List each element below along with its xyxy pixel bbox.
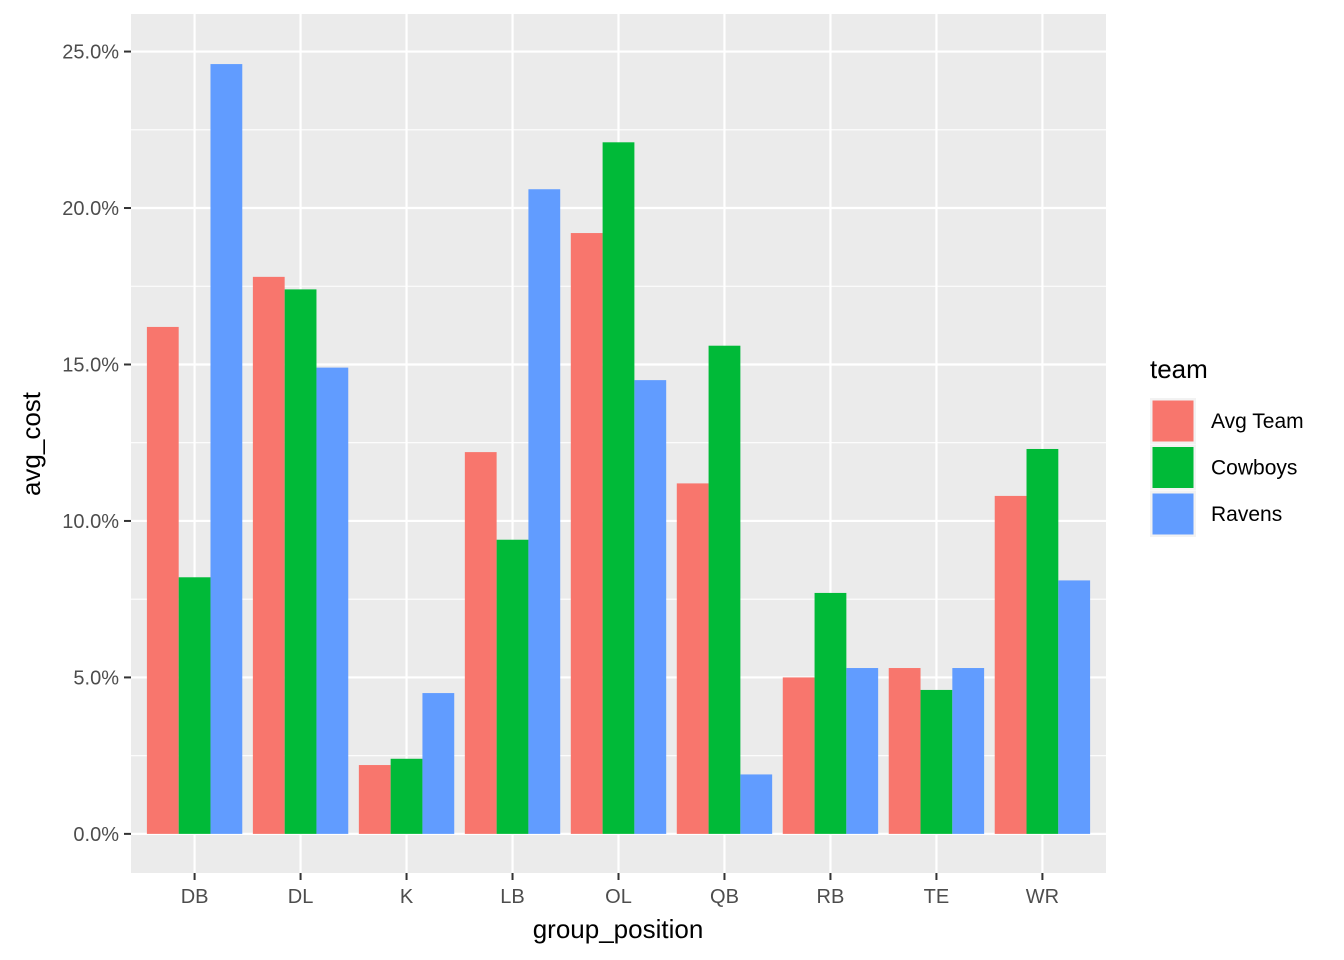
bar-ravens-db xyxy=(210,64,243,834)
bar-cowboys-k xyxy=(390,758,423,834)
bar-ravens-dl xyxy=(316,367,349,834)
bar-cowboys-wr xyxy=(1026,448,1059,834)
bar-ravens-wr xyxy=(1058,580,1091,834)
y-tick-label: 20.0% xyxy=(62,198,119,220)
bar-cowboys-db xyxy=(178,577,211,834)
bars xyxy=(146,64,1091,834)
bar-cowboys-lb xyxy=(496,539,529,834)
bar-ravens-k xyxy=(422,693,455,834)
x-axis: DB DL K LB OL QB RB TE WR xyxy=(181,873,1059,908)
y-tick-label: 10.0% xyxy=(62,511,119,533)
legend-swatch xyxy=(1152,493,1194,535)
legend-swatch xyxy=(1152,447,1194,488)
legend-title: team xyxy=(1150,354,1208,384)
x-tick-label: OL xyxy=(605,886,632,908)
x-tick-label: K xyxy=(400,886,414,908)
x-axis-title: group_position xyxy=(533,914,704,944)
bar-cowboys-ol xyxy=(602,142,635,834)
bar-avg-team-ol xyxy=(570,233,603,834)
legend: team Avg Team Cowboys Ravens xyxy=(1150,354,1304,537)
bar-avg-team-db xyxy=(146,326,179,834)
x-tick-label: DL xyxy=(288,886,314,908)
x-tick-label: WR xyxy=(1026,886,1059,908)
bar-cowboys-qb xyxy=(708,345,741,834)
legend-label: Ravens xyxy=(1211,503,1282,526)
bar-avg-team-dl xyxy=(252,276,285,834)
bar-avg-team-k xyxy=(358,765,391,834)
x-tick-label: LB xyxy=(500,886,524,908)
y-tick-label: 0.0% xyxy=(73,824,119,846)
x-tick-label: RB xyxy=(817,886,845,908)
legend-label: Cowboys xyxy=(1211,457,1297,480)
bar-ravens-lb xyxy=(528,189,561,834)
bar-cowboys-te xyxy=(920,689,953,834)
bar-cowboys-rb xyxy=(814,592,847,834)
bar-avg-team-lb xyxy=(464,452,497,834)
legend-label: Avg Team xyxy=(1211,410,1304,433)
bar-cowboys-dl xyxy=(284,289,317,834)
bar-avg-team-rb xyxy=(782,677,815,834)
x-tick-label: TE xyxy=(924,886,950,908)
legend-swatch xyxy=(1152,400,1194,442)
bar-ravens-te xyxy=(952,668,985,834)
bar-avg-team-qb xyxy=(676,483,709,834)
y-axis-title: avg_cost xyxy=(16,391,46,496)
y-tick-label: 5.0% xyxy=(73,667,119,689)
x-tick-label: DB xyxy=(181,886,209,908)
bar-avg-team-te xyxy=(888,668,921,834)
x-tick-label: QB xyxy=(710,886,739,908)
y-tick-label: 15.0% xyxy=(62,354,119,376)
bar-ravens-qb xyxy=(740,774,773,834)
bar-ravens-ol xyxy=(634,380,667,834)
bar-avg-team-wr xyxy=(994,495,1027,834)
y-tick-label: 25.0% xyxy=(62,42,119,64)
y-axis: 0.0% 5.0% 10.0% 15.0% 20.0% 25.0% xyxy=(62,42,131,846)
bar-ravens-rb xyxy=(846,668,879,834)
